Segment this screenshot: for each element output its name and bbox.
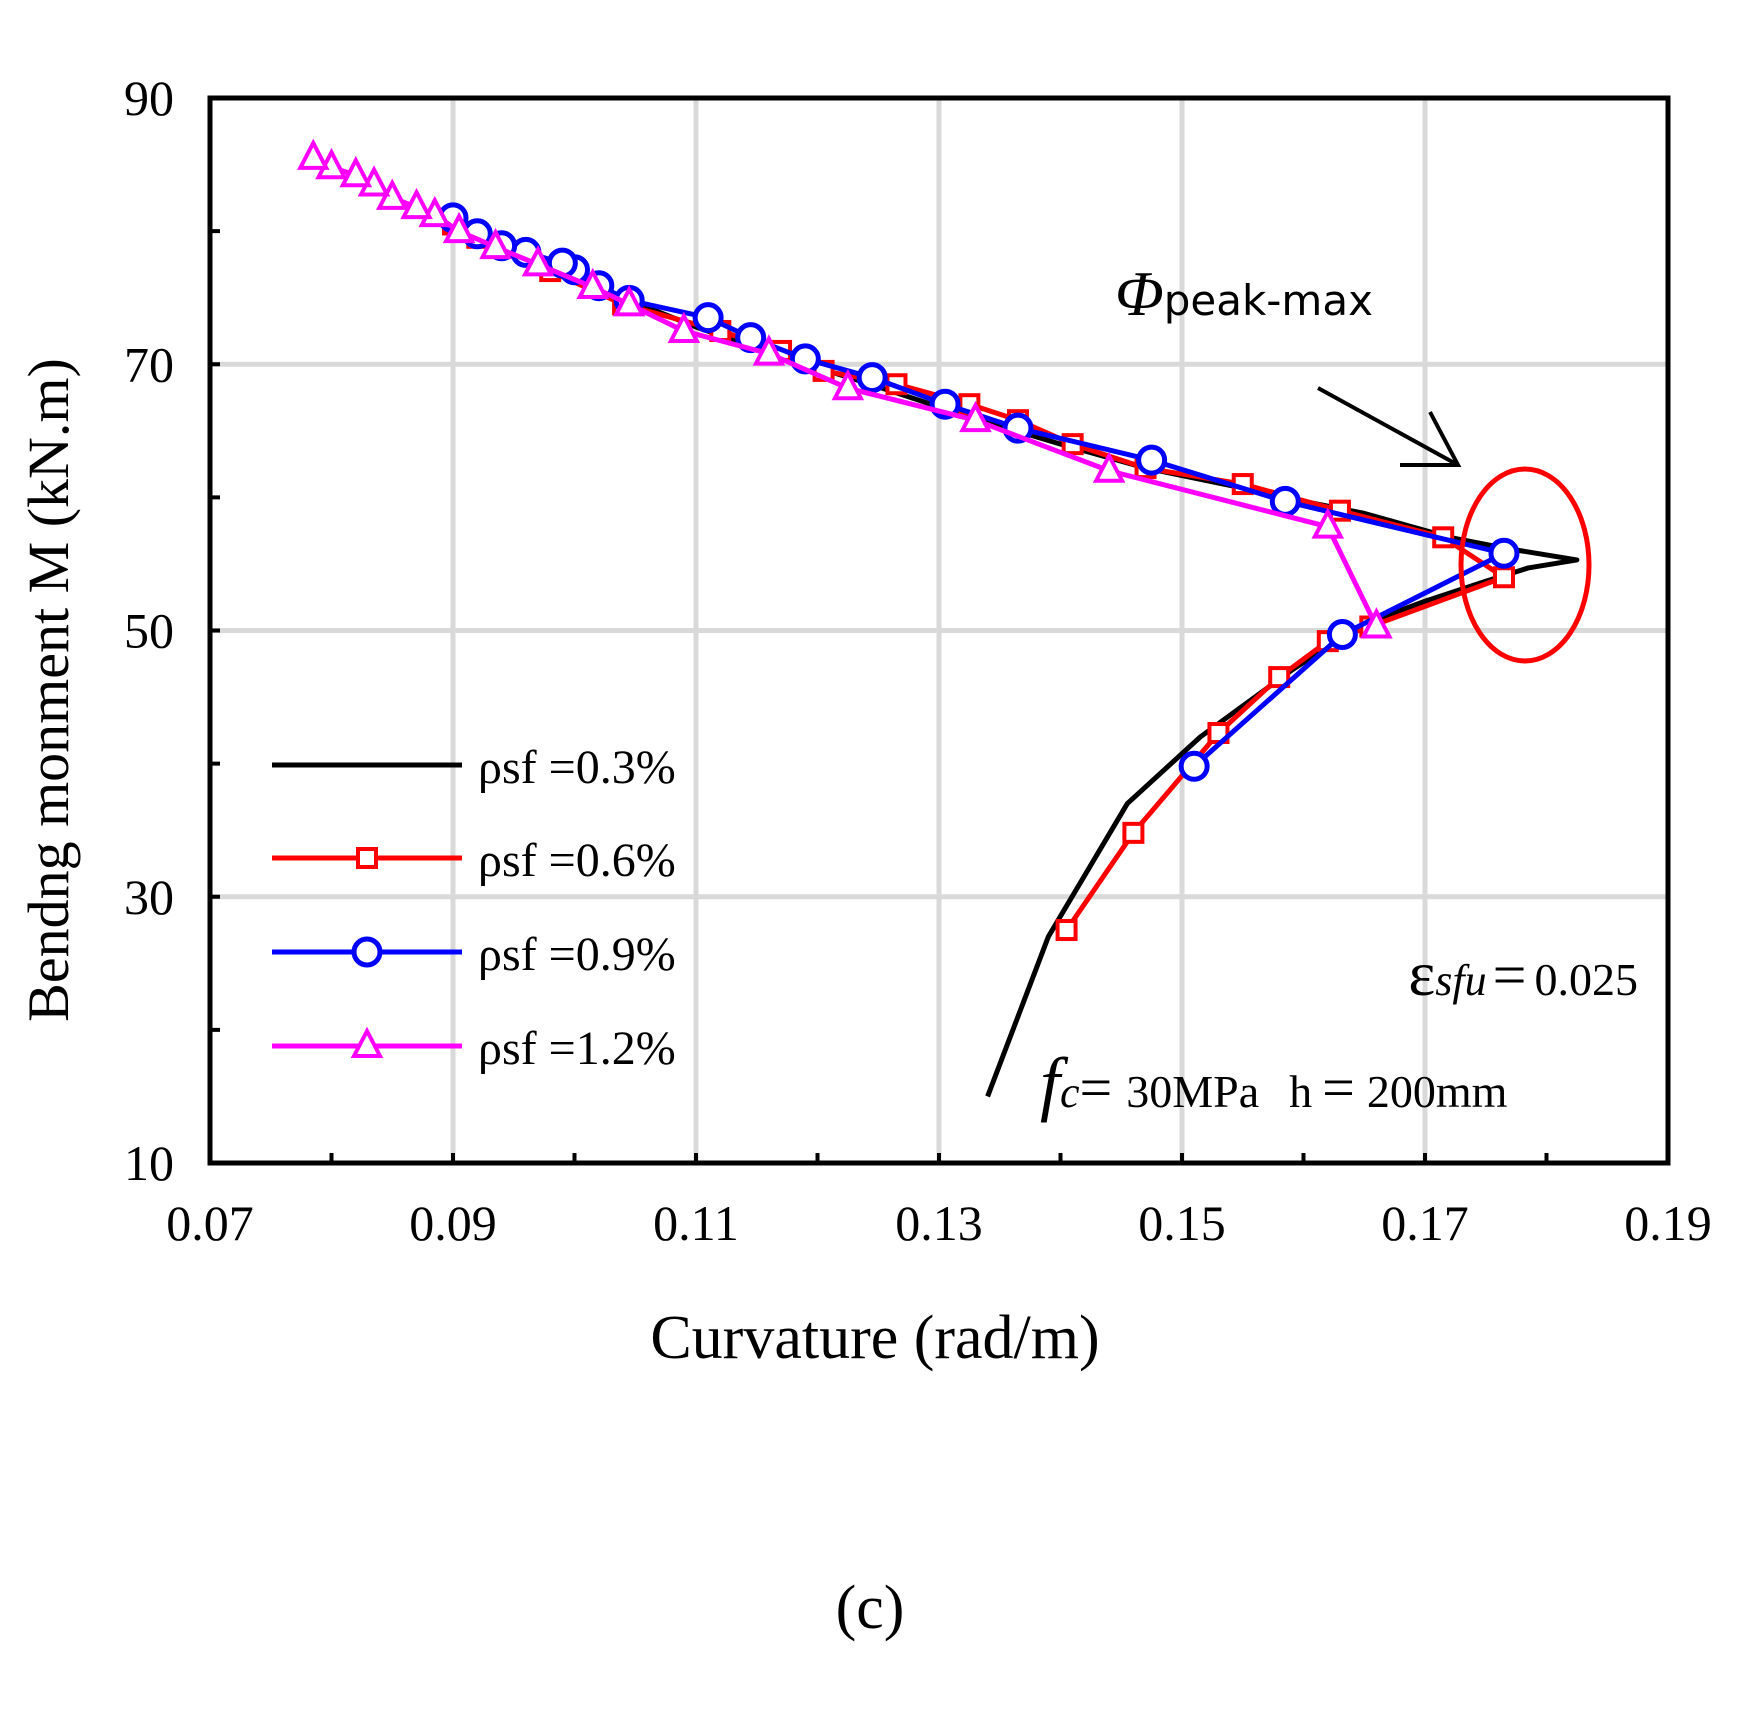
epsilon-annotation: εsfu = 0.025 bbox=[1408, 938, 1638, 1009]
data-point-triangle bbox=[1360, 607, 1393, 639]
x-tick-label: 0.07 bbox=[166, 1195, 254, 1251]
y-tick-label: 10 bbox=[124, 1135, 174, 1191]
data-point-triangle bbox=[400, 187, 433, 220]
data-point-triangle bbox=[339, 155, 373, 188]
x-tick-label: 0.13 bbox=[895, 1195, 983, 1251]
data-point-square bbox=[1492, 566, 1515, 589]
epsilon-subscript: sfu bbox=[1435, 956, 1486, 1005]
data-point-circle bbox=[856, 362, 888, 394]
phi-annotation: Φpeak-max bbox=[1115, 258, 1373, 329]
legend-item-2: ρsf =0.6% bbox=[272, 834, 676, 887]
peak-highlight-ellipse bbox=[1458, 466, 1592, 664]
data-point-triangle bbox=[296, 138, 330, 170]
legend-marker bbox=[351, 936, 383, 968]
series-4 bbox=[296, 138, 1393, 639]
legend-item-3: ρsf =0.9% bbox=[272, 928, 676, 981]
data-point-triangle bbox=[442, 211, 476, 244]
epsilon-value: 0.025 bbox=[1535, 954, 1639, 1005]
figure-caption: (c) bbox=[836, 1574, 905, 1642]
epsilon-equals: = bbox=[1493, 942, 1527, 1008]
data-point-triangle bbox=[1311, 507, 1345, 539]
data-point-square bbox=[1122, 821, 1145, 844]
data-point-triangle bbox=[959, 400, 992, 433]
data-point-triangle bbox=[667, 311, 701, 343]
y-tick-label: 70 bbox=[124, 336, 174, 392]
data-point-triangle bbox=[1092, 451, 1126, 483]
grid bbox=[210, 98, 1668, 1163]
x-tick-label: 0.15 bbox=[1138, 1195, 1226, 1251]
fc-value: 30MPa bbox=[1126, 1066, 1259, 1117]
legend-item-1: ρsf =0.3% bbox=[272, 741, 676, 794]
fc-subscript: c bbox=[1060, 1068, 1080, 1117]
legend-label: ρsf =0.3% bbox=[478, 741, 676, 794]
fc-h-annotation: fc= 30MPa h = 200mm bbox=[1040, 1043, 1508, 1123]
y-tick-label: 90 bbox=[124, 70, 174, 126]
series-group bbox=[296, 138, 1580, 1098]
data-point-triangle bbox=[576, 267, 610, 300]
tick-labels: 0.07 0.09 0.11 0.13 0.15 0.17 0.19 10 30 50 70 90 bbox=[124, 70, 1712, 1251]
legend-label: ρsf =0.6% bbox=[478, 834, 676, 887]
h-equals: = bbox=[1322, 1055, 1355, 1120]
y-tick-label: 50 bbox=[124, 603, 174, 659]
legend-item-4: ρsf =1.2% bbox=[272, 1022, 676, 1075]
data-point-circle bbox=[1178, 750, 1210, 782]
data-point-triangle bbox=[521, 245, 555, 277]
data-point-triangle bbox=[479, 227, 512, 260]
x-tick-label: 0.09 bbox=[409, 1195, 497, 1251]
data-point-circle bbox=[692, 302, 724, 334]
h-value: 200mm bbox=[1367, 1066, 1508, 1117]
legend-label: ρsf =0.9% bbox=[478, 928, 676, 981]
phi-arrow bbox=[1317, 386, 1462, 467]
data-point-circle bbox=[1269, 485, 1301, 517]
data-point-triangle bbox=[752, 334, 786, 366]
x-axis-title: Curvature (rad/m) bbox=[650, 1304, 1099, 1372]
fc-equals: = bbox=[1080, 1055, 1113, 1120]
data-point-circle bbox=[1326, 618, 1358, 650]
data-point-triangle bbox=[831, 368, 865, 401]
legend: ρsf =0.3% ρsf =0.6% ρsf =0.9% ρsf =1.2% bbox=[272, 741, 676, 1075]
legend-marker bbox=[350, 1026, 384, 1058]
x-tick-label: 0.17 bbox=[1381, 1195, 1469, 1251]
legend-marker bbox=[356, 847, 378, 869]
x-tick-label: 0.19 bbox=[1624, 1195, 1712, 1251]
x-tick-label: 0.11 bbox=[653, 1195, 739, 1251]
phi-subscript: peak-max bbox=[1164, 276, 1373, 325]
epsilon-symbol: ε bbox=[1408, 938, 1435, 1009]
h-label: h bbox=[1289, 1066, 1312, 1117]
data-point-square bbox=[1268, 666, 1291, 689]
data-point-triangle bbox=[612, 285, 646, 317]
y-axis-title: Bendng monment M (kN.m) bbox=[16, 358, 81, 1022]
data-point-circle bbox=[1488, 537, 1520, 569]
legend-label: ρsf =1.2% bbox=[478, 1022, 676, 1075]
data-point-circle bbox=[1136, 444, 1168, 476]
phi-symbol: Φ bbox=[1115, 258, 1164, 329]
axes bbox=[207, 95, 1671, 1166]
data-point-square bbox=[1055, 919, 1078, 942]
y-tick-label: 30 bbox=[124, 869, 174, 925]
